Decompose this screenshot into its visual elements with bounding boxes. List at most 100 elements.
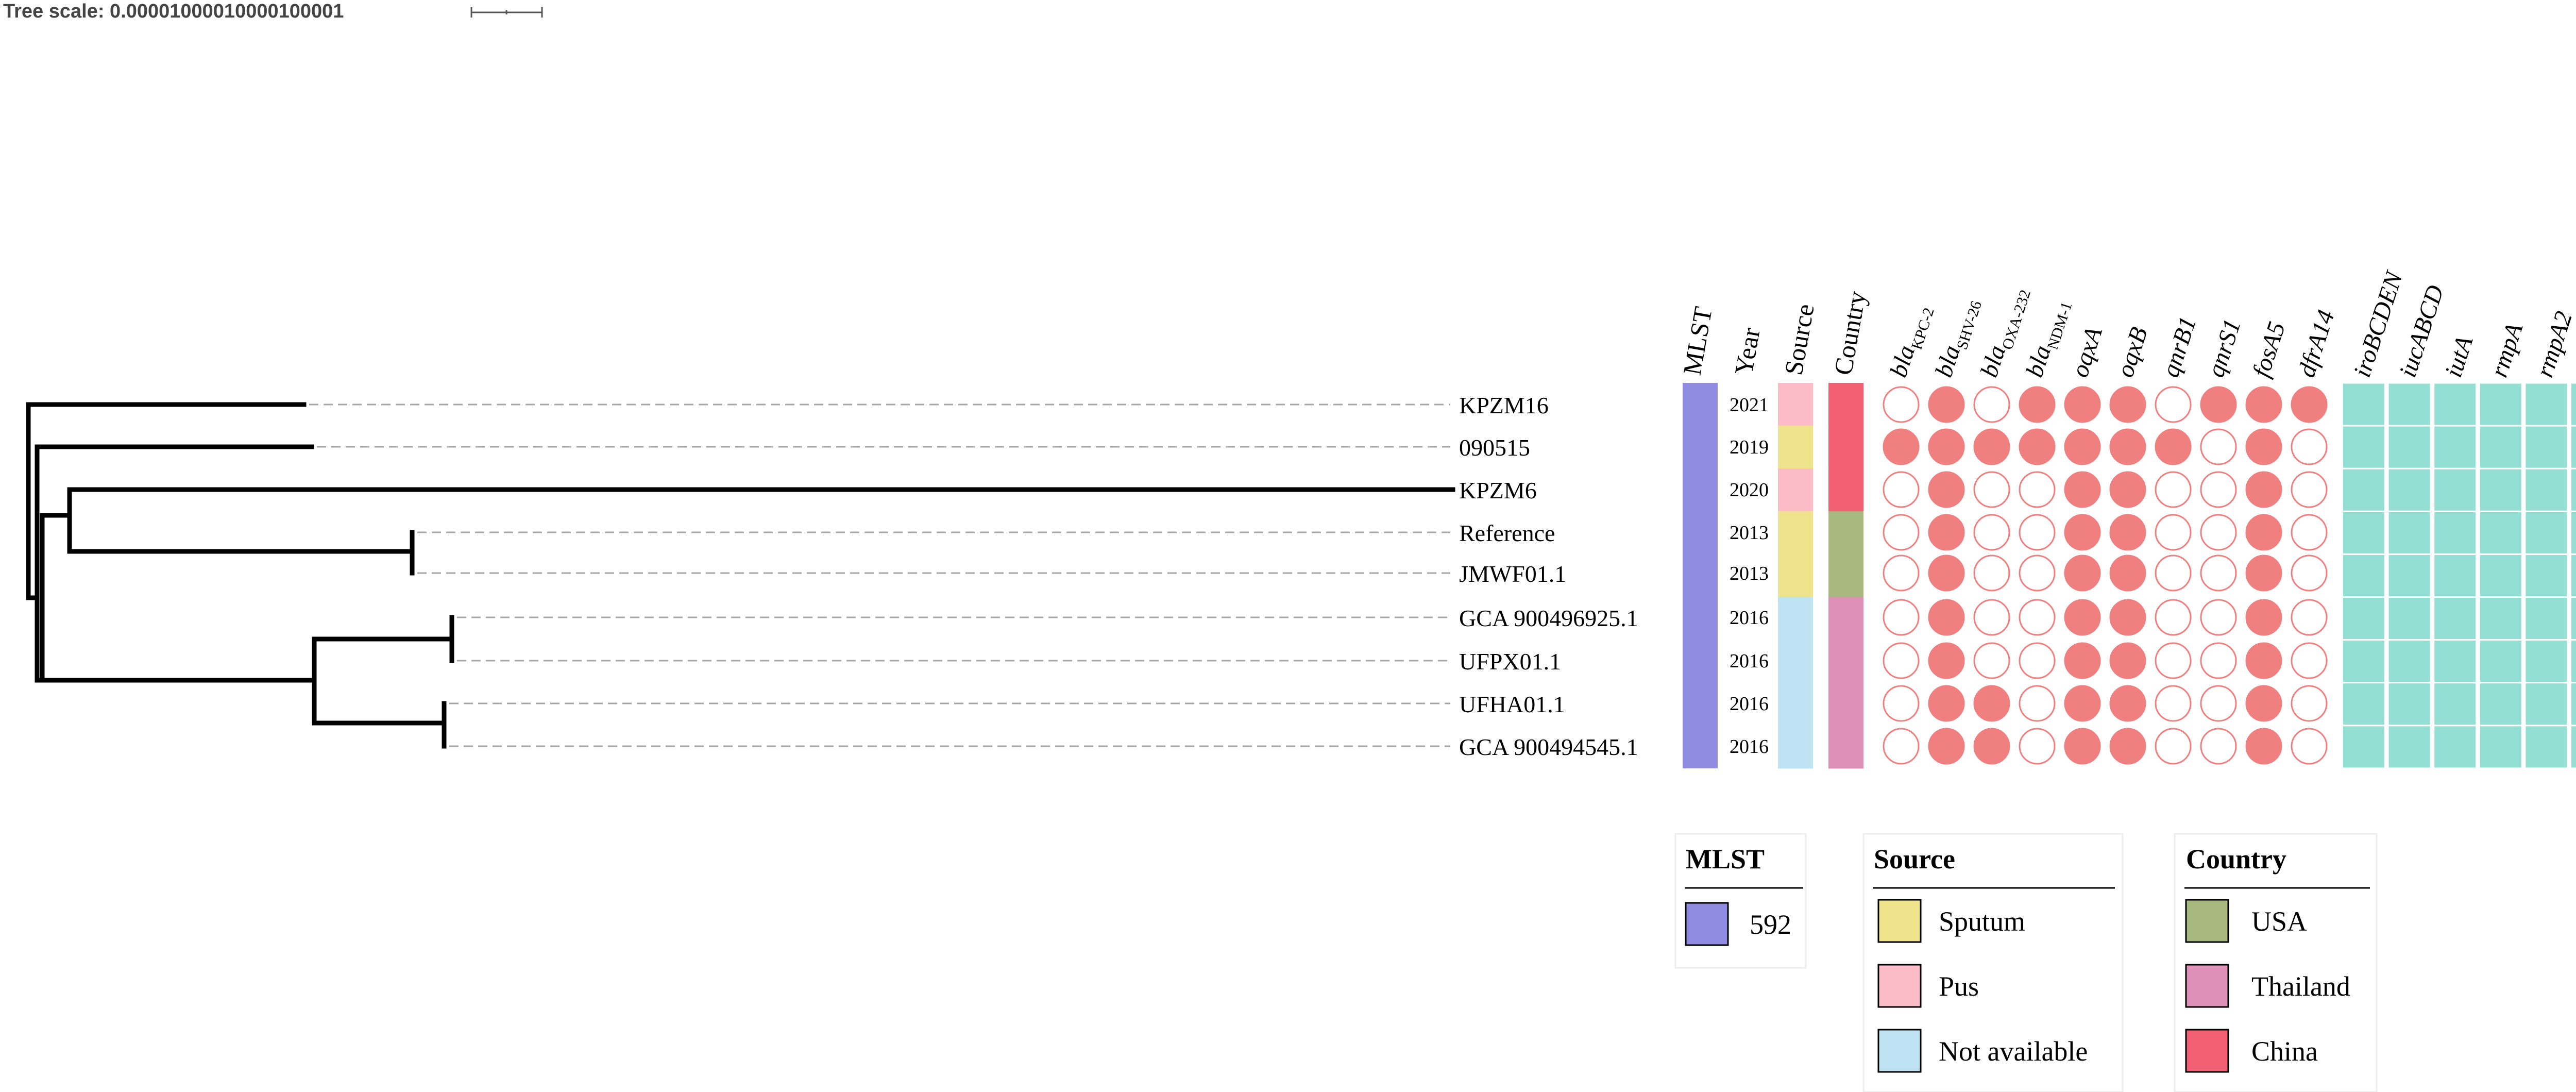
leaf-label-gca-900496925-1: GCA 900496925.1 xyxy=(1459,605,1638,631)
virulence-header-iucabcd: iucABCD xyxy=(2394,282,2449,380)
virulence-present-cell xyxy=(2571,555,2576,596)
leaf-label-kpzm16: KPZM16 xyxy=(1459,392,1549,418)
virulence-present-cell xyxy=(2480,426,2521,468)
virulence-present-cell xyxy=(2526,683,2567,725)
year-cell: 2016 xyxy=(1730,607,1769,629)
gene-present-marker xyxy=(2109,685,2146,722)
gene-absent-marker xyxy=(2019,471,2056,508)
header-source: Source xyxy=(1779,301,1820,377)
legend-source-title: Source xyxy=(1874,844,1955,875)
gene-present-marker xyxy=(1928,685,1965,722)
virulence-gene-headers: iroBCDENiucABCDiutArmpArmpA2fepABCDGmrkA… xyxy=(2348,267,2576,380)
gene-present-marker xyxy=(2245,642,2282,679)
leaf-label-jmwf01-1: JMWF01.1 xyxy=(1459,561,1566,587)
virulence-present-cell xyxy=(2434,469,2476,511)
header-country: Country xyxy=(1828,289,1872,377)
gene-absent-marker xyxy=(2200,428,2237,465)
virulence-present-cell xyxy=(2388,383,2430,425)
source-cell-na xyxy=(1778,725,1813,769)
gene-present-marker xyxy=(2064,471,2101,508)
country-cell-china xyxy=(1828,468,1863,512)
virulence-present-cell xyxy=(2388,426,2430,468)
gene-present-marker xyxy=(1928,555,1965,592)
virulence-present-cell xyxy=(2526,469,2567,511)
gene-absent-marker xyxy=(2155,514,2192,551)
gene-present-marker xyxy=(1928,386,1965,423)
virulence-present-cell xyxy=(2480,383,2521,425)
virulence-present-cell xyxy=(2434,512,2476,553)
gene-absent-marker xyxy=(2200,514,2237,551)
virulence-present-cell xyxy=(2480,726,2521,768)
gene-absent-marker xyxy=(2155,599,2192,636)
legend-swatch-usa xyxy=(2185,899,2229,943)
country-strip xyxy=(1828,383,1863,769)
virulence-present-cell xyxy=(2343,598,2384,640)
virulence-present-cell xyxy=(2343,512,2384,553)
gene-absent-marker xyxy=(1883,514,1920,551)
gene-present-marker xyxy=(2155,428,2192,465)
virulence-present-cell xyxy=(2526,512,2567,553)
legend-mlst-title: MLST xyxy=(1686,844,1765,875)
source-cell-pus xyxy=(1778,468,1813,512)
virulence-present-cell xyxy=(2571,426,2576,468)
gene-present-marker xyxy=(2064,599,2101,636)
gene-absent-marker xyxy=(2200,471,2237,508)
gene-present-marker xyxy=(2245,428,2282,465)
gene-absent-marker xyxy=(2019,642,2056,679)
country-cell-thailand xyxy=(1828,725,1863,769)
leaf-label-ufha01-1: UFHA01.1 xyxy=(1459,691,1565,717)
virulence-present-cell xyxy=(2526,641,2567,682)
gene-absent-marker xyxy=(1883,599,1920,636)
virulence-present-cell xyxy=(2388,683,2430,725)
virulence-present-cell xyxy=(2343,383,2384,425)
source-cell-sputum xyxy=(1778,511,1813,555)
country-cell-thailand xyxy=(1828,597,1863,641)
gene-header-qnrs1: qnrS1 xyxy=(2202,316,2246,380)
leaf-labels: KPZM16 090515 KPZM6 Reference JMWF01.1 GCA 90… xyxy=(1459,392,1638,760)
virulence-present-cell xyxy=(2343,426,2384,468)
virulence-present-cell xyxy=(2343,469,2384,511)
gene-absent-marker xyxy=(2291,599,2328,636)
legend-country-title: Country xyxy=(2186,844,2286,875)
virulence-present-cell xyxy=(2526,726,2567,768)
gene-present-marker xyxy=(2109,555,2146,592)
gene-header-qnrb1: qnrB1 xyxy=(2157,313,2201,381)
tree-scale-label: Tree scale: 0.00001000010000100001 xyxy=(3,1,344,22)
gene-absent-marker xyxy=(2200,685,2237,722)
legend-country: Country USA Thailand China xyxy=(2174,833,2378,1092)
gene-absent-marker xyxy=(1973,555,2010,592)
gene-absent-marker xyxy=(2291,555,2328,592)
gene-header-oqxb: oqxB xyxy=(2111,324,2153,380)
year-cell: 2019 xyxy=(1730,436,1769,458)
gene-present-marker xyxy=(1928,642,1965,679)
gene-absent-marker xyxy=(1973,599,2010,636)
gene-present-marker xyxy=(2109,471,2146,508)
gene-absent-marker xyxy=(2019,555,2056,592)
gene-absent-marker xyxy=(2291,471,2328,508)
gene-present-marker xyxy=(2109,599,2146,636)
gene-absent-marker xyxy=(1883,386,1920,423)
gene-absent-marker xyxy=(2200,555,2237,592)
gene-absent-marker xyxy=(1883,471,1920,508)
gene-present-marker xyxy=(1973,728,2010,765)
gene-present-marker xyxy=(2245,685,2282,722)
virulence-present-cell xyxy=(2480,555,2521,596)
virulence-present-cell xyxy=(2480,598,2521,640)
gene-present-marker xyxy=(2245,386,2282,423)
virulence-present-cell xyxy=(2434,683,2476,725)
gene-header-dfra14: dfrA14 xyxy=(2293,307,2340,380)
virulence-present-cell xyxy=(2571,641,2576,682)
gene-present-marker xyxy=(1928,428,1965,465)
legend-swatch-china xyxy=(2185,1029,2229,1073)
gene-absent-marker xyxy=(2200,599,2237,636)
gene-absent-marker xyxy=(2291,514,2328,551)
virulence-present-cell xyxy=(2526,426,2567,468)
year-cell: 2016 xyxy=(1730,650,1769,672)
gene-absent-marker xyxy=(2291,685,2328,722)
country-cell-usa xyxy=(1828,554,1863,597)
virulence-present-cell xyxy=(2388,641,2430,682)
gene-present-marker xyxy=(2019,428,2056,465)
leaf-label-ufpx01-1: UFPX01.1 xyxy=(1459,648,1561,675)
gene-present-marker xyxy=(2064,685,2101,722)
